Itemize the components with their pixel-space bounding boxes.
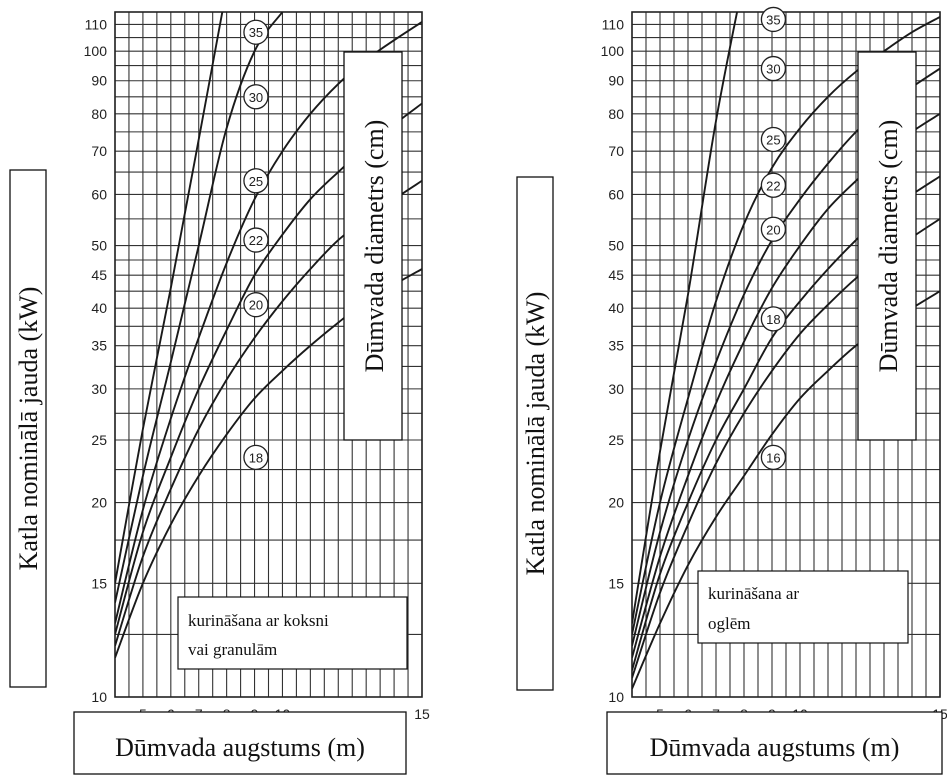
note-text-line: kurināšana ar koksni: [188, 611, 329, 630]
note-text-line: kurināšana ar: [708, 584, 799, 603]
curve-label-16: 16: [760, 444, 787, 471]
y-tick-label: 60: [608, 186, 624, 202]
y-tick-label: 60: [91, 186, 107, 202]
curve-label-circle: [760, 306, 787, 332]
curve-label-text: 22: [249, 233, 263, 248]
curve-label-18: 18: [243, 444, 269, 471]
curve-label-35: 35: [243, 19, 269, 45]
y-tick-label: 45: [91, 267, 107, 283]
y-axis-label-box: [9, 169, 47, 688]
note-text-line: vai granulām: [188, 640, 277, 659]
series-line-35: [115, 12, 224, 584]
y-tick-label: 100: [601, 43, 625, 59]
curve-label-35: 35: [760, 6, 787, 33]
curve-label-text: 22: [766, 178, 780, 193]
curve-label-circle: [243, 444, 269, 471]
y-tick-label: 100: [84, 43, 108, 59]
y-tick-label: 35: [91, 338, 107, 354]
y-tick-label: 110: [85, 16, 108, 32]
chart-1: 1015202530354045506070809010011056789101…: [9, 11, 430, 775]
curve-label-text: 35: [249, 25, 263, 40]
curve-label-text: 18: [249, 450, 263, 465]
y-tick-label: 25: [608, 432, 624, 448]
y-axis-label: Katla nominālā jauda (kW): [521, 292, 550, 576]
x-axis-label: Dūmvada augstums (m): [115, 733, 365, 762]
curve-label-circle: [243, 19, 269, 45]
curve-label-circle: [760, 126, 787, 153]
curve-label-circle: [760, 444, 787, 471]
curve-label-text: 18: [766, 312, 780, 327]
curve-label-text: 30: [249, 90, 263, 105]
y-tick-label: 10: [608, 689, 624, 705]
plot-frame: [114, 11, 423, 698]
note-text-line: oglēm: [708, 614, 751, 633]
curve-label-22: 22: [243, 227, 269, 253]
y-tick-label: 40: [91, 300, 107, 316]
diameter-label-box: [857, 51, 917, 441]
x-axis-label-box: [73, 711, 407, 775]
series-line-30: [115, 12, 284, 603]
curve-label-text: 25: [249, 174, 263, 189]
y-tick-label: 70: [91, 143, 107, 159]
y-tick-label: 70: [608, 143, 624, 159]
curve-label-text: 35: [766, 12, 780, 27]
chart-2: 1015202530354045506070809010011056789101…: [516, 6, 947, 775]
y-tick-label: 10: [91, 689, 107, 705]
x-tick-label: 15: [414, 706, 430, 722]
y-tick-label: 25: [91, 432, 107, 448]
curve-label-circle: [243, 84, 269, 110]
curve-label-circle: [243, 227, 269, 253]
diameter-label: Dūmvada diametrs (cm): [360, 120, 389, 373]
curve-label-25: 25: [243, 168, 269, 194]
y-tick-label: 90: [608, 73, 624, 89]
curve-label-circle: [760, 172, 787, 198]
curve-label-circle: [243, 292, 269, 318]
curve-label-text: 16: [766, 450, 780, 465]
diameter-label-box: [343, 51, 403, 441]
curve-label-20: 20: [760, 216, 787, 242]
curve-label-circle: [760, 55, 787, 82]
curve-label-circle: [760, 216, 787, 242]
curve-label-circle: [243, 168, 269, 194]
curve-label-18: 18: [760, 306, 787, 332]
y-tick-label: 110: [602, 16, 625, 32]
curve-label-30: 30: [760, 55, 787, 82]
y-tick-label: 35: [608, 338, 624, 354]
y-tick-label: 90: [91, 73, 107, 89]
y-tick-label: 45: [608, 267, 624, 283]
curve-label-20: 20: [243, 292, 269, 318]
y-tick-label: 50: [608, 238, 624, 254]
y-tick-label: 15: [91, 575, 107, 591]
y-tick-label: 50: [91, 238, 107, 254]
y-tick-label: 30: [608, 381, 624, 397]
note-box: [177, 596, 408, 670]
curve-label-22: 22: [760, 172, 787, 198]
curve-label-circle: [760, 6, 787, 33]
plot-frame: [631, 11, 941, 698]
diameter-label: Dūmvada diametrs (cm): [874, 120, 903, 373]
x-axis-label: Dūmvada augstums (m): [650, 733, 900, 762]
y-tick-label: 20: [608, 495, 624, 511]
y-tick-label: 80: [91, 106, 107, 122]
y-tick-label: 30: [91, 381, 107, 397]
y-tick-label: 40: [608, 300, 624, 316]
series-line-30: [632, 16, 940, 635]
y-axis-label: Katla nominālā jauda (kW): [14, 287, 43, 571]
curve-label-text: 30: [766, 62, 780, 77]
curve-label-text: 20: [766, 222, 780, 237]
curve-label-text: 25: [766, 132, 780, 147]
curve-label-25: 25: [760, 126, 787, 153]
y-tick-label: 80: [608, 106, 624, 122]
x-axis-label-box: [606, 711, 943, 775]
series-line-35: [632, 12, 739, 624]
y-axis-label-box: [516, 176, 554, 691]
curve-label-text: 20: [249, 298, 263, 313]
y-tick-label: 15: [608, 575, 624, 591]
y-tick-label: 20: [91, 495, 107, 511]
note-box: [697, 570, 909, 644]
curve-label-30: 30: [243, 84, 269, 110]
